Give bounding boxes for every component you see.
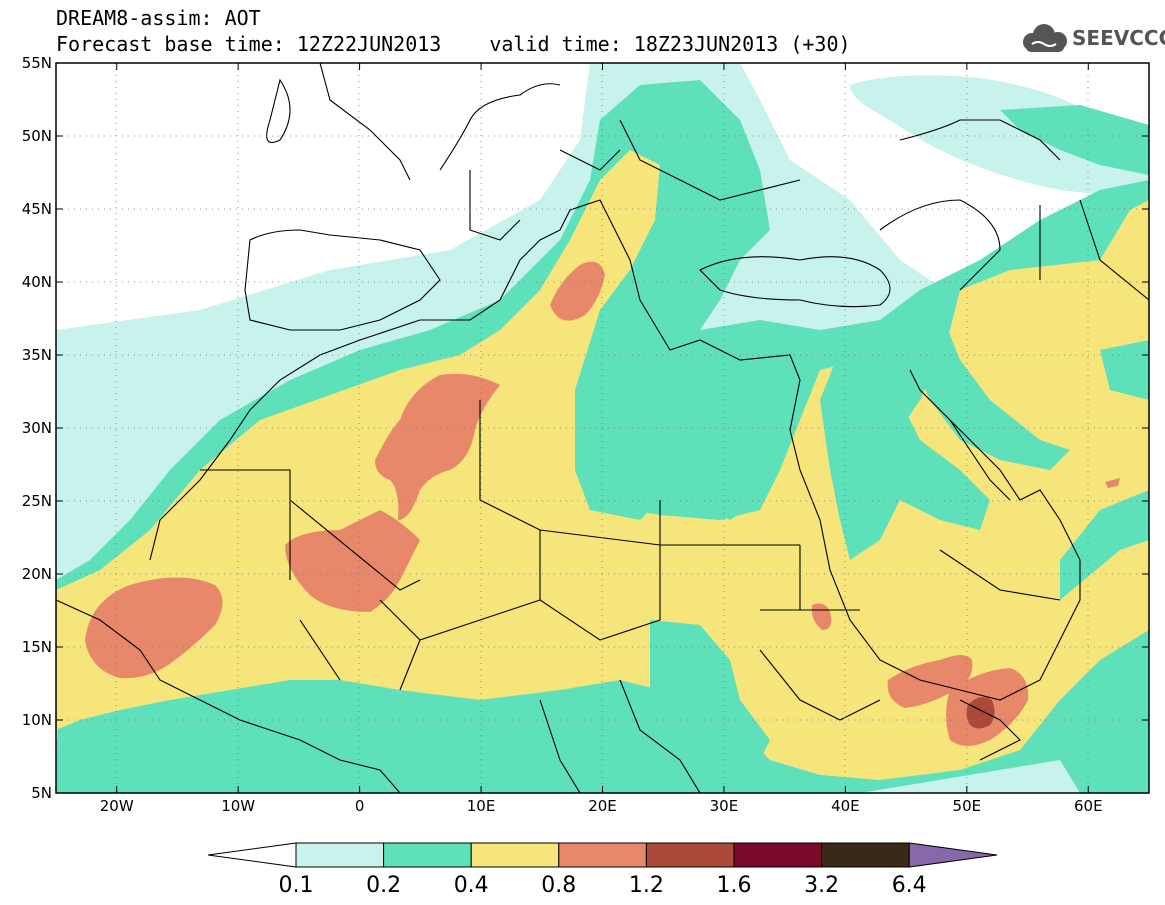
colorbar-label: 0.1 (279, 873, 314, 898)
longitude-labels: 20W 10W 0 10E 20E 30E 40E 50E 60E (100, 63, 1103, 815)
colorbar-swatch (733, 842, 823, 868)
lat-label: 35N (22, 346, 52, 364)
colorbar-label: 3.2 (804, 873, 839, 898)
lat-label: 40N (22, 273, 52, 291)
logo-text: SEEVCCC (1072, 26, 1165, 50)
lat-label: 55N (22, 54, 52, 72)
latitude-labels: 55N 50N 45N 40N 35N 30N 25N 20N 15N 10N 5N (22, 54, 1149, 802)
colorbar-swatch (558, 842, 647, 868)
lat-label: 30N (22, 419, 52, 437)
time-info: Forecast base time: 12Z22JUN2013 valid ti… (56, 32, 851, 56)
lat-label: 20N (22, 565, 52, 583)
colorbar-swatch (645, 842, 735, 868)
colorbar-swatch (383, 842, 472, 868)
lat-label: 45N (22, 200, 52, 218)
colorbar-label: 6.4 (892, 873, 927, 898)
colorbar-swatch (295, 842, 385, 868)
lat-label: 15N (22, 638, 52, 656)
valid-time: valid time: 18Z23JUN2013 (+30) (489, 32, 851, 56)
lon-label: 60E (1074, 797, 1103, 815)
colorbar-label: 0.4 (454, 873, 489, 898)
lon-label: 50E (953, 797, 982, 815)
colorbar-label: 0.2 (366, 873, 401, 898)
lon-label: 0 (355, 797, 365, 815)
cloud-icon (1023, 24, 1067, 52)
colorbar-swatch (821, 842, 910, 868)
colorbar-swatch (470, 842, 560, 868)
lat-label: 5N (31, 784, 52, 802)
lon-label: 10E (467, 797, 496, 815)
lon-label: 30E (710, 797, 739, 815)
colorbar-label: 1.6 (717, 873, 752, 898)
colorbar-label: 0.8 (541, 873, 576, 898)
colorbar-over-arrow (908, 842, 998, 868)
lon-label: 20W (100, 797, 134, 815)
lon-label: 20E (588, 797, 617, 815)
lon-label: 10W (221, 797, 255, 815)
aot-field (56, 63, 1149, 793)
base-time: Forecast base time: 12Z22JUN2013 (56, 32, 442, 56)
colorbar-under-arrow (207, 842, 297, 868)
lat-label: 10N (22, 711, 52, 729)
colorbar-label: 1.2 (629, 873, 664, 898)
colorbar: 0.1 0.2 0.4 0.8 1.2 1.6 3.2 6.4 (207, 842, 998, 898)
map-title: DREAM8-assim: AOT (56, 6, 261, 30)
lon-label: 40E (831, 797, 860, 815)
lat-label: 25N (22, 492, 52, 510)
lat-label: 50N (22, 127, 52, 145)
